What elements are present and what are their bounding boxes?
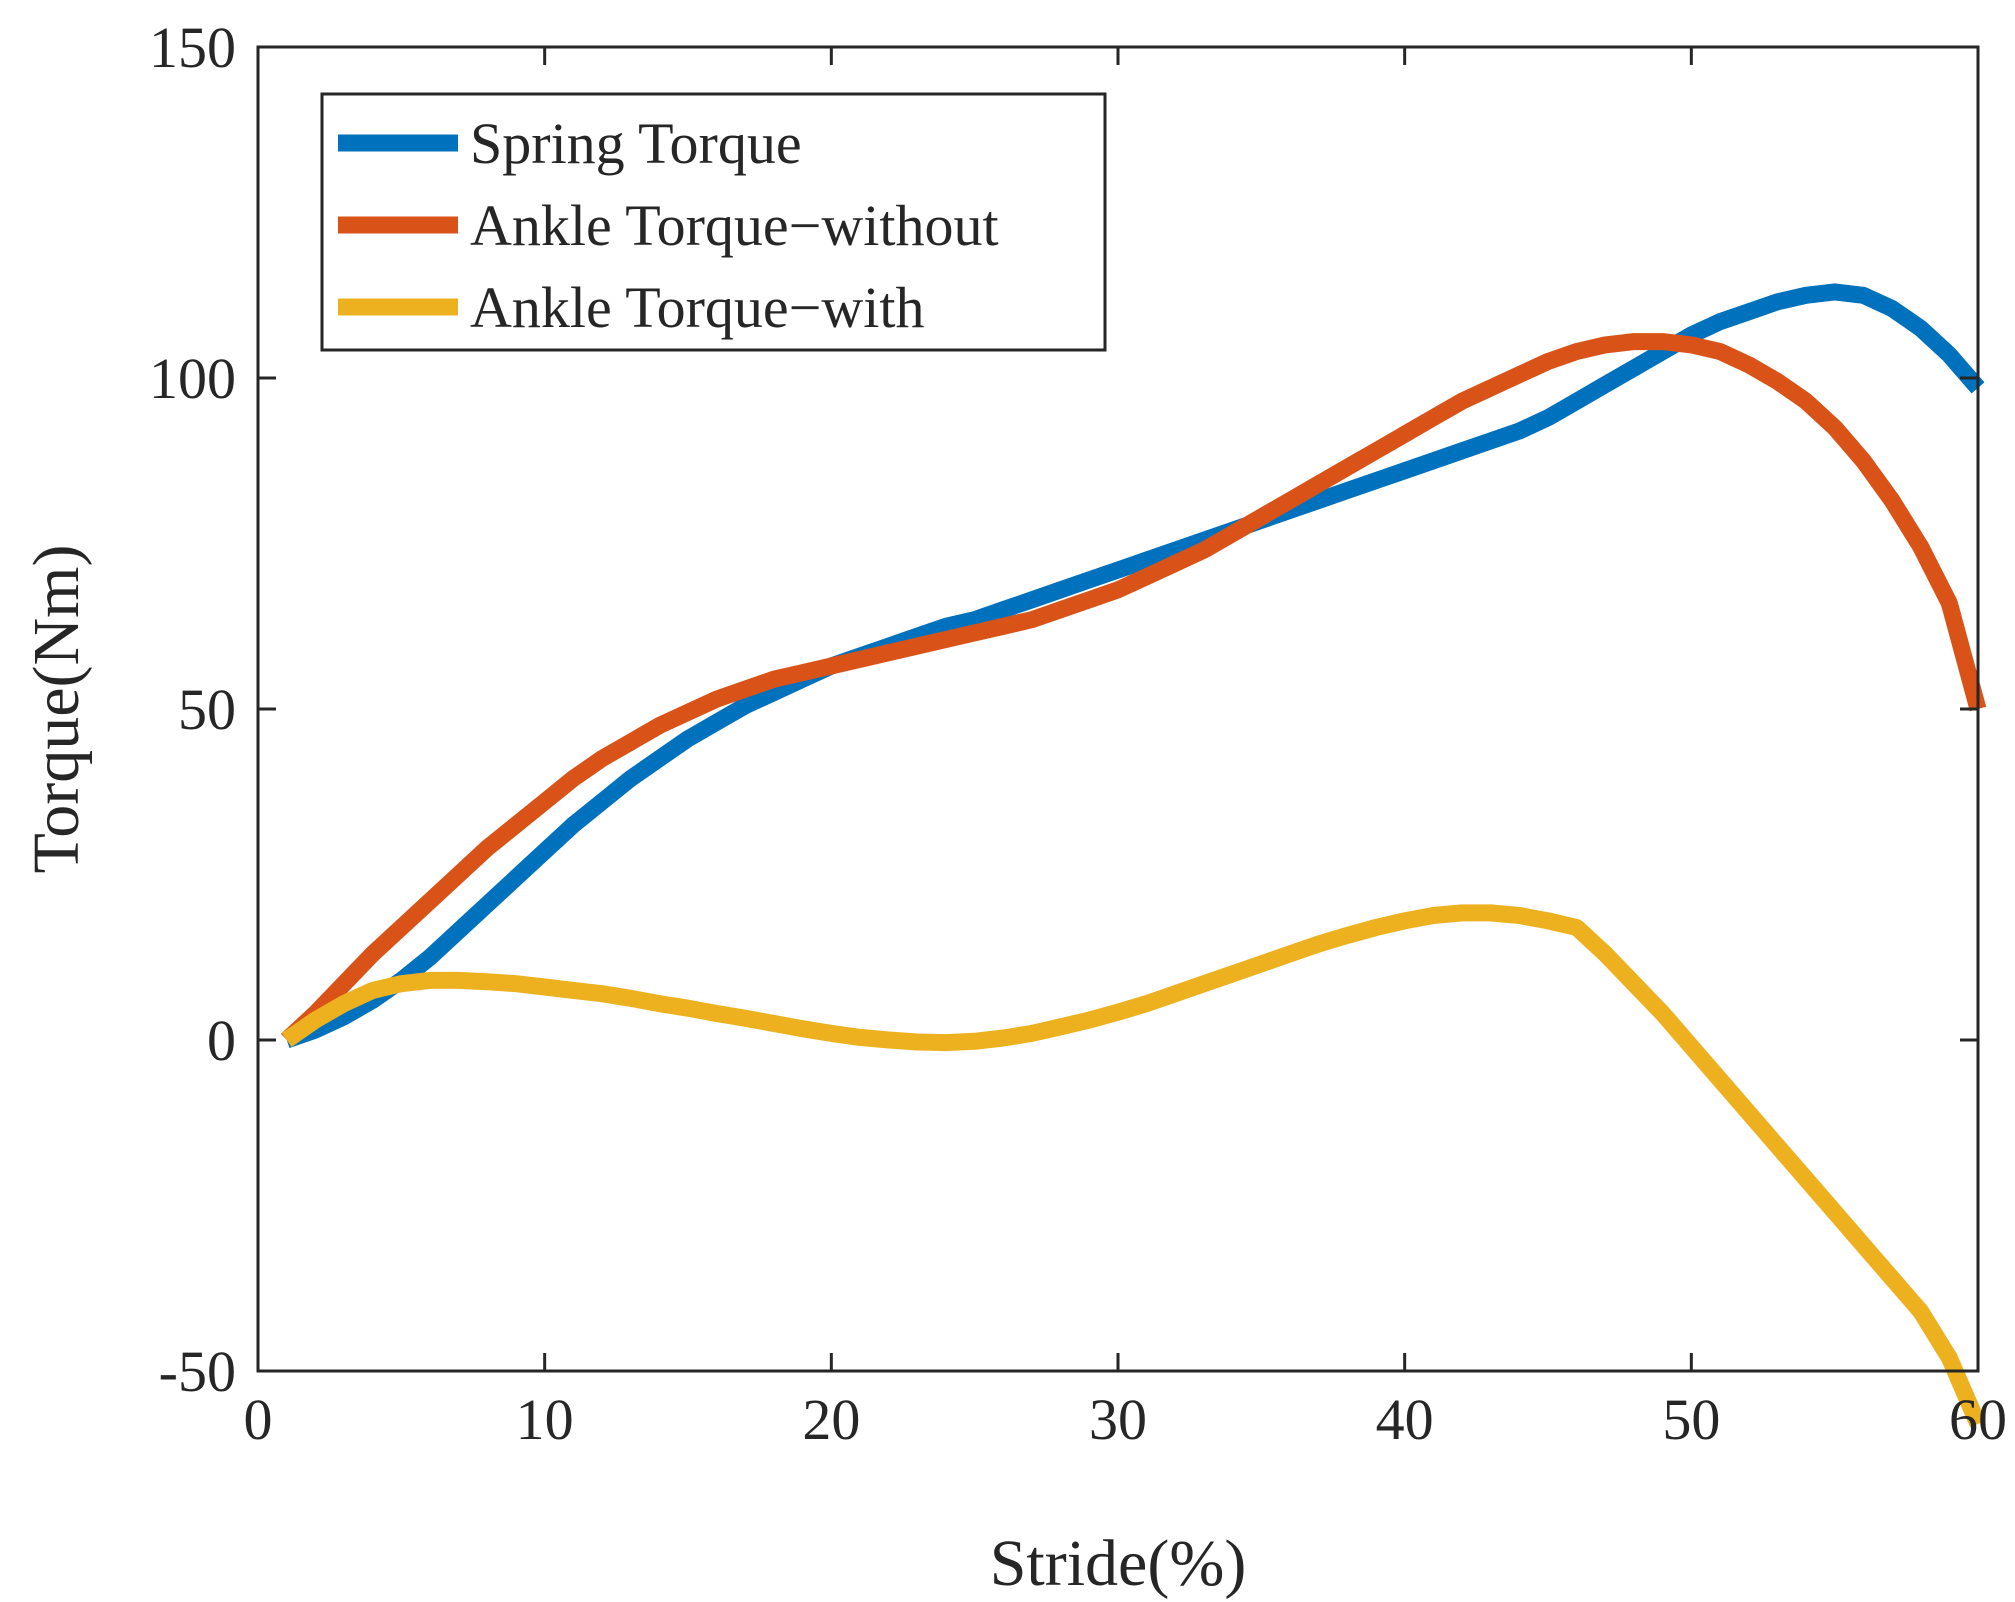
y-tick-label: 50 [178,677,236,742]
series-line-0 [283,283,1985,1049]
x-tick-label: 30 [1089,1387,1147,1452]
series-line-2 [281,904,1986,1428]
y-axis-label: Torque(Nm) [20,545,93,874]
x-tick-label: 10 [516,1387,574,1452]
x-tick-label: 40 [1376,1387,1434,1452]
y-tick-label: 100 [149,346,236,411]
y-tick-label: 150 [149,15,236,80]
series-line-1 [280,333,1987,1047]
legend: Spring Torque Ankle Torque−without Ankle T… [320,92,1107,352]
legend-label-0: Spring Torque [470,111,802,176]
y-tick-label: -50 [159,1339,236,1404]
legend-label-2: Ankle Torque−with [470,275,924,340]
series-layer [280,283,1987,1428]
x-tick-label: 20 [802,1387,860,1452]
y-tick-label: 0 [207,1008,236,1073]
legend-label-1: Ankle Torque−without [470,193,999,258]
x-axis-label: Stride(%) [990,1527,1247,1600]
x-tick-label: 0 [244,1387,273,1452]
x-tick-label: 50 [1662,1387,1720,1452]
x-tick-label: 60 [1949,1387,2007,1452]
